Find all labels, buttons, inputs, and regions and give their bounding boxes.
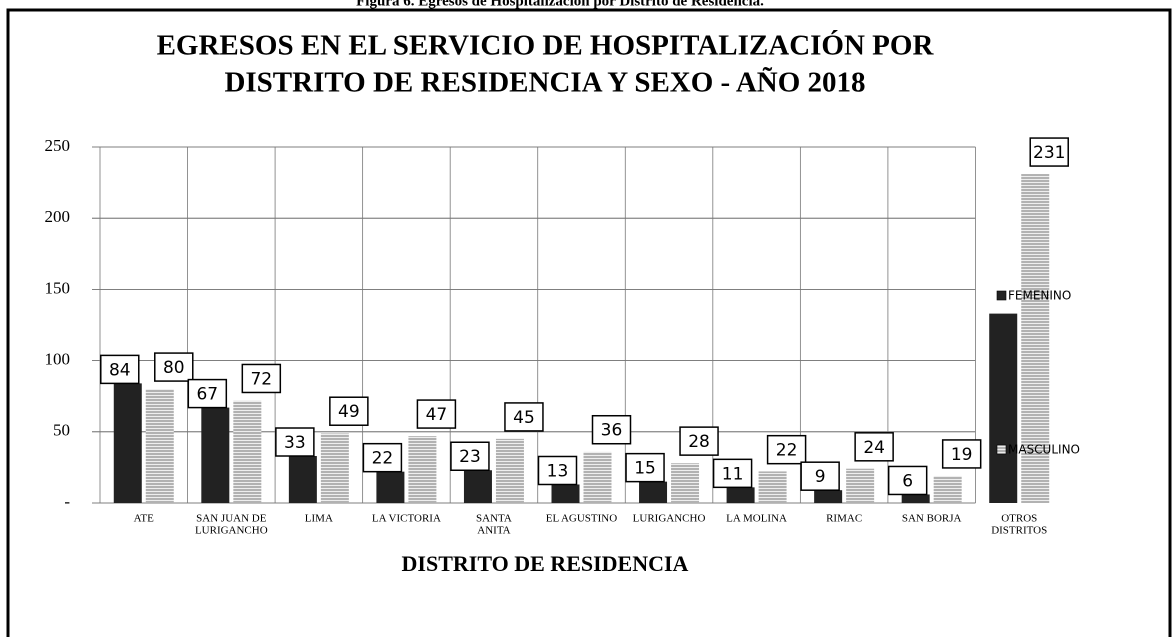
value-label-box — [537, 455, 578, 486]
x-tick-label: LURIGANCHO — [195, 525, 268, 537]
value-label-box — [941, 439, 982, 469]
x-tick-label: SANTA — [476, 513, 512, 525]
value-label: 45 — [513, 408, 535, 428]
bar — [320, 433, 349, 503]
bar — [463, 470, 492, 503]
value-label: 24 — [863, 438, 885, 458]
value-label-box — [100, 354, 140, 385]
value-label: 80 — [163, 358, 185, 378]
value-label-box — [887, 465, 928, 496]
value-label: 15 — [634, 459, 656, 479]
value-label-box — [450, 441, 490, 471]
bar — [846, 468, 875, 503]
bar — [495, 438, 524, 503]
value-label: 49 — [338, 402, 360, 422]
bar — [639, 481, 668, 503]
y-tick-label: 50 — [53, 421, 70, 440]
value-label-box — [854, 432, 894, 462]
value-label: 6 — [902, 471, 913, 491]
bar — [551, 484, 580, 503]
bar — [145, 389, 174, 503]
bar — [1021, 174, 1050, 503]
legend-swatch — [996, 444, 1007, 455]
value-label-box — [241, 363, 282, 394]
y-tick-label: 150 — [45, 278, 71, 297]
value-label-box — [416, 399, 457, 429]
frame — [6, 8, 1172, 642]
value-label-box — [679, 426, 719, 456]
bar — [989, 313, 1018, 503]
value-label-box — [1029, 137, 1069, 167]
value-label-box — [154, 352, 194, 382]
x-tick-label: LA VICTORIA — [372, 513, 441, 525]
bar — [113, 383, 142, 503]
bar — [233, 400, 262, 503]
value-label: 23 — [459, 447, 481, 467]
value-label: 67 — [196, 385, 218, 405]
value-label: 28 — [688, 432, 710, 452]
x-tick-label: OTROS — [1001, 513, 1037, 525]
value-label-box — [275, 427, 315, 457]
bar — [376, 471, 405, 503]
value-label: 84 — [109, 360, 131, 380]
value-label: 33 — [284, 433, 306, 453]
value-label-box — [766, 434, 807, 465]
value-label-box — [800, 461, 840, 491]
bar — [726, 487, 755, 503]
value-label: 231 — [1033, 143, 1065, 163]
value-label: 36 — [601, 421, 623, 441]
value-label: 19 — [951, 445, 973, 465]
value-label-box — [504, 402, 544, 432]
bar — [933, 475, 962, 503]
value-label-box — [362, 442, 403, 473]
x-tick-label: RIMAC — [826, 513, 862, 525]
bar — [758, 471, 787, 503]
x-tick-label: LURIGANCHO — [633, 513, 706, 525]
bar — [408, 436, 437, 503]
x-tick-label: LIMA — [305, 513, 333, 525]
value-label: 22 — [776, 441, 798, 461]
y-tick-label: 250 — [45, 136, 71, 155]
y-tick-label: 200 — [45, 207, 71, 226]
bar — [671, 463, 700, 503]
value-label-box — [712, 458, 753, 489]
value-label-box — [187, 378, 228, 409]
x-tick-label: EL AGUSTINO — [546, 513, 617, 525]
value-label-box — [329, 396, 369, 426]
legend-swatch — [996, 290, 1007, 301]
x-tick-label: DISTRITOS — [991, 525, 1047, 537]
bar — [901, 494, 930, 503]
x-tick-label: ATE — [134, 513, 154, 525]
legend-label: MASCULINO — [1008, 443, 1080, 457]
x-tick-label: SAN JUAN DE — [196, 513, 267, 525]
value-label: 47 — [426, 405, 448, 425]
chart-title: DISTRITO DE RESIDENCIA Y SEXO - AÑO 2018 — [224, 66, 865, 99]
bar — [583, 451, 612, 503]
x-tick-label: LA MOLINA — [726, 513, 787, 525]
x-tick-label: ANITA — [477, 525, 510, 537]
x-axis-label: DISTRITO DE RESIDENCIA — [402, 551, 689, 576]
caption: Figura 6. Egresos de Hospitalización por… — [356, 0, 764, 9]
value-label-box — [591, 414, 632, 445]
value-label: 9 — [815, 467, 826, 487]
bar — [814, 490, 843, 503]
chart-title: EGRESOS EN EL SERVICIO DE HOSPITALIZACIÓ… — [157, 29, 935, 62]
value-label-box — [625, 452, 665, 483]
value-label: 13 — [547, 461, 569, 481]
x-tick-label: SAN BORJA — [902, 513, 962, 525]
value-label: 72 — [250, 369, 272, 389]
value-label: 22 — [372, 449, 394, 469]
legend-label: FEMENINO — [1008, 289, 1071, 303]
y-tick-label: - — [64, 492, 70, 511]
bar — [288, 456, 317, 503]
y-tick-label: 100 — [45, 350, 71, 369]
value-label: 11 — [722, 464, 744, 484]
bar — [201, 407, 230, 503]
